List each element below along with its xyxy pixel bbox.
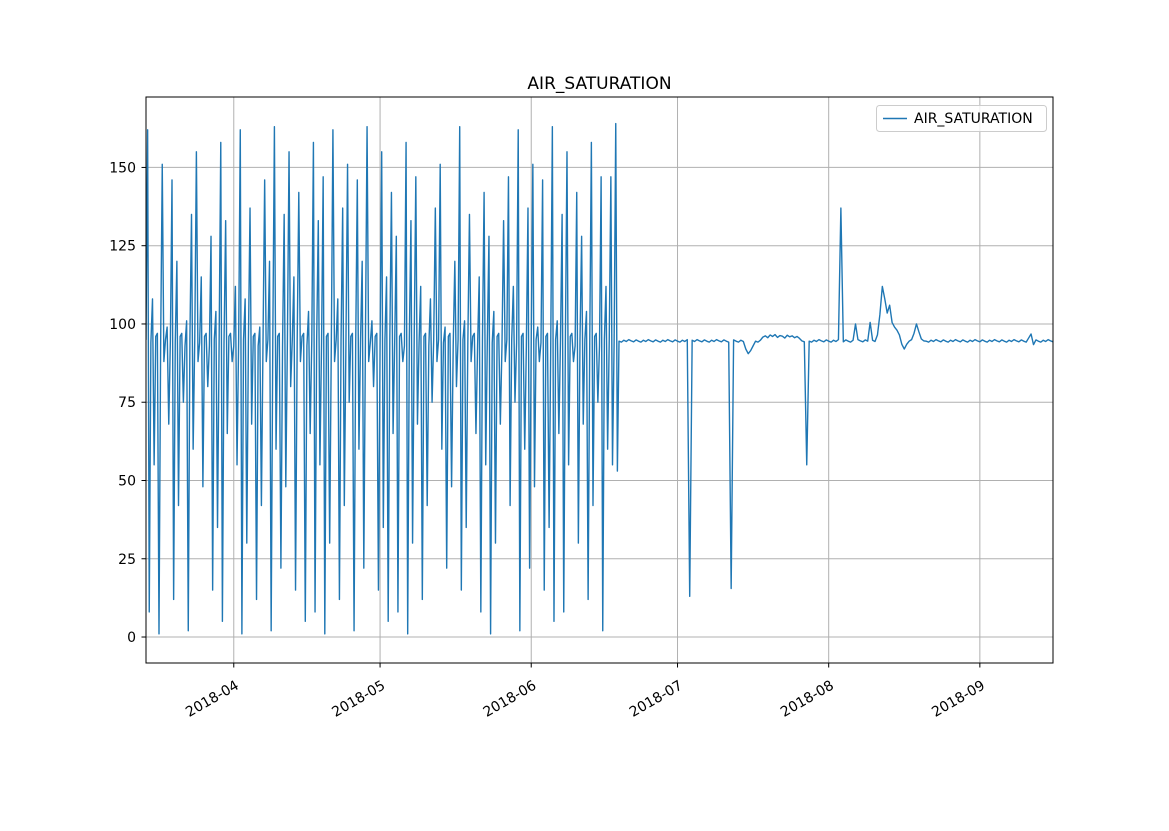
legend-box — [876, 105, 1047, 132]
legend: AIR_SATURATION — [876, 105, 1047, 132]
svg-text:25: 25 — [118, 552, 136, 568]
svg-text:2018-06: 2018-06 — [481, 678, 540, 721]
legend-label: AIR_SATURATION — [914, 111, 1033, 127]
svg-text:2018-05: 2018-05 — [329, 678, 388, 721]
plot-border — [145, 96, 1054, 664]
svg-text:2018-07: 2018-07 — [627, 678, 686, 721]
svg-text:2018-04: 2018-04 — [183, 678, 242, 721]
svg-text:50: 50 — [118, 473, 136, 489]
y-axis-tick-labels: 0 25 50 75 100 125 150 — [109, 160, 146, 646]
x-axis-tick-labels: 2018-04 2018-05 2018-06 2018-07 2018-08 2018-… — [183, 663, 988, 721]
svg-text:150: 150 — [109, 160, 136, 176]
svg-text:125: 125 — [109, 239, 136, 255]
svg-text:0: 0 — [127, 630, 136, 646]
svg-text:75: 75 — [118, 395, 136, 411]
svg-text:2018-08: 2018-08 — [778, 678, 837, 721]
series-line-air-saturation — [146, 122, 1053, 635]
svg-text:2018-09: 2018-09 — [929, 678, 988, 721]
svg-text:100: 100 — [109, 317, 136, 333]
chart-title: AIR_SATURATION — [527, 74, 671, 94]
